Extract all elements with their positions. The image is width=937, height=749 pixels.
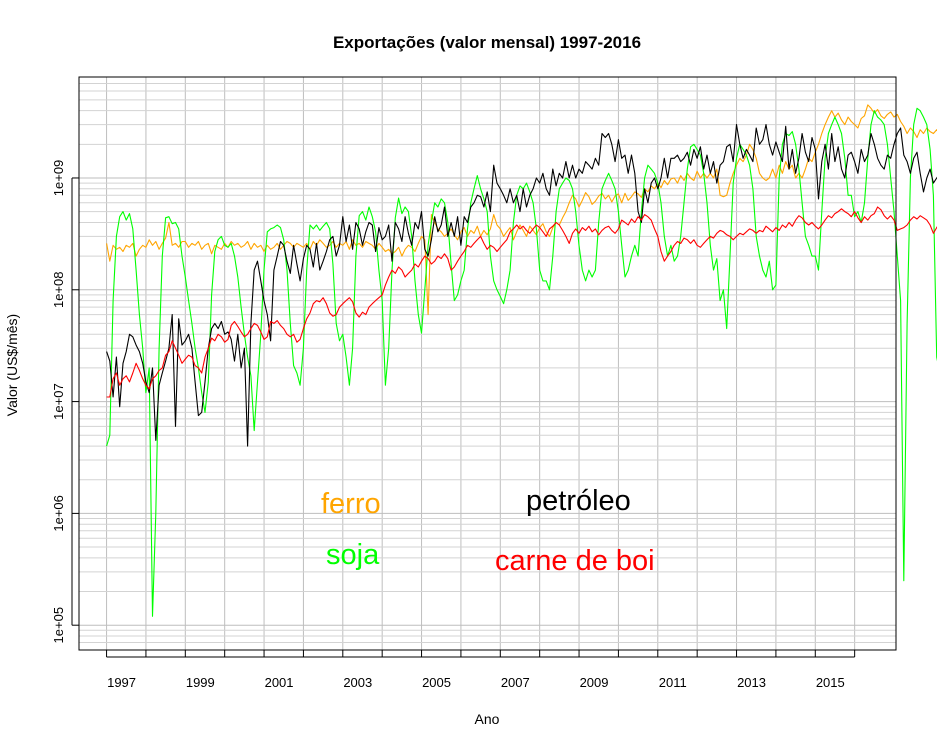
series-line-soja (106, 107, 937, 617)
x-tick-label: 1997 (107, 675, 136, 690)
series-line-carne-de-boi (106, 206, 937, 398)
y-tick-label: 1e+06 (51, 495, 66, 532)
x-tick-label: 2015 (816, 675, 845, 690)
x-tick-label: 1999 (186, 675, 215, 690)
y-tick-label: 1e+05 (51, 607, 66, 644)
plot-frame (78, 76, 897, 651)
series-line-ferro (106, 104, 937, 316)
x-tick-label: 2007 (501, 675, 530, 690)
y-tick-label: 1e+09 (51, 160, 66, 197)
legend-label-carne-de-boi: carne de boi (495, 545, 655, 577)
y-tick-label: 1e+08 (51, 272, 66, 309)
legend-label-soja: soja (326, 539, 380, 571)
chart-title: Exportações (valor mensal) 1997-2016 (333, 33, 641, 52)
series-lines (106, 104, 937, 617)
series-line-petroleo (106, 124, 937, 447)
y-tick-label: 1e+07 (51, 383, 66, 420)
x-tick-label: 2009 (580, 675, 609, 690)
legend-label-ferro: ferro (321, 488, 381, 520)
y-axis: 1e+05 1e+06 1e+07 1e+08 1e+09 (51, 160, 79, 644)
grid (79, 76, 896, 651)
x-tick-label: 2001 (265, 675, 294, 690)
x-axis: 1997 1999 2001 2003 2005 2007 2009 2011 2013 2015 (106, 650, 856, 690)
x-tick-label: 2011 (659, 675, 687, 690)
x-tick-label: 2005 (422, 675, 451, 690)
y-axis-label: Valor (US$/mês) (4, 314, 20, 416)
legend-label-petroleo: petróleo (526, 485, 631, 517)
x-tick-label: 2013 (737, 675, 766, 690)
x-tick-label: 2003 (343, 675, 372, 690)
x-axis-label: Ano (475, 711, 500, 727)
